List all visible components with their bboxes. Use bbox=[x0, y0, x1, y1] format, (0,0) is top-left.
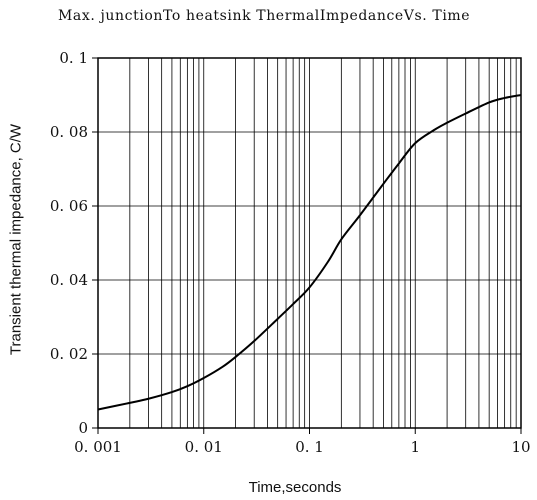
y-tick-label: 0. 06 bbox=[50, 197, 88, 215]
plot-frame bbox=[97, 57, 522, 429]
chart-title: Max. junctionTo heatsink ThermalImpedanc… bbox=[58, 8, 471, 24]
y-tick-label: 0. 1 bbox=[59, 49, 88, 67]
y-tick-label: 0. 08 bbox=[50, 123, 88, 141]
x-axis-label: Time,seconds bbox=[248, 479, 342, 496]
x-tick-label: 0. 1 bbox=[295, 438, 324, 456]
x-tick-label: 0. 001 bbox=[74, 438, 122, 456]
series-line bbox=[97, 94, 522, 411]
y-tick-label: 0. 02 bbox=[50, 345, 88, 363]
x-tick-label: 10 bbox=[511, 438, 530, 456]
y-tick-label: 0. 04 bbox=[50, 271, 88, 289]
tick-label-layer: 0. 001 0. 01 0. 1 1 10 0 0. 02 0. 04 0. 06 0. 08 0… bbox=[50, 49, 531, 456]
x-tick-label: 1 bbox=[410, 438, 420, 456]
y-tick-label: 0 bbox=[78, 419, 88, 437]
x-tick-label: 0. 01 bbox=[185, 438, 223, 456]
series-layer bbox=[97, 94, 522, 411]
y-axis-label: Transient thermal impedance, C/W bbox=[7, 123, 25, 356]
grid-layer bbox=[98, 58, 521, 428]
